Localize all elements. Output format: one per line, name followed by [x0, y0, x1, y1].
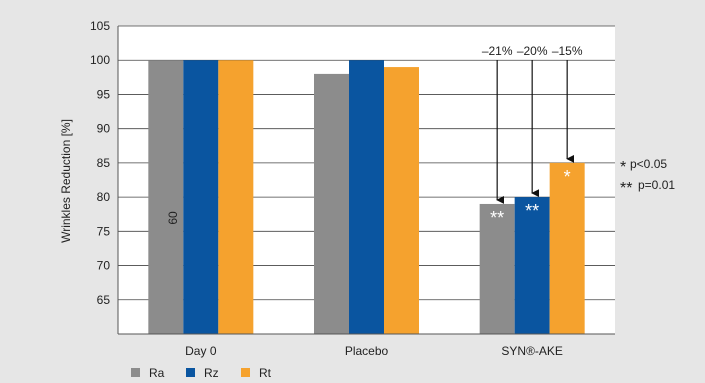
bars: ** ***	[148, 60, 585, 335]
significance-text: p<0.05	[630, 157, 667, 171]
bar	[549, 162, 585, 334]
bar	[479, 203, 515, 334]
x-tick-label: Placebo	[345, 344, 389, 358]
bar	[514, 197, 550, 334]
y-tick-label: 80	[97, 190, 111, 204]
y-tick-label: 105	[90, 19, 110, 33]
legend: Ra Rz Rt	[131, 366, 272, 380]
legend-label: Ra	[149, 366, 165, 380]
significance-symbol: **	[620, 180, 632, 197]
x-tick-label: Day 0	[185, 344, 217, 358]
reduction-label: –21%	[482, 44, 513, 58]
y-axis-label: Wrinkles Reduction [%]	[59, 119, 73, 243]
legend-swatch	[186, 368, 195, 377]
y-tick-label: 70	[97, 259, 111, 273]
significance-legend: * p<0.05 ** p=0.01	[620, 157, 675, 197]
legend-swatch	[131, 368, 140, 377]
significance-text: p=0.01	[638, 178, 675, 192]
y-tick-label: 95	[97, 87, 111, 101]
bar-significance-mark: **	[490, 208, 504, 228]
bar	[218, 60, 254, 334]
y-tick-label: 75	[97, 224, 111, 238]
legend-label: Rz	[204, 366, 219, 380]
significance-symbol: *	[620, 159, 626, 176]
y-tick-label: 65	[97, 293, 111, 307]
y-tick-label: 85	[97, 156, 111, 170]
axes	[117, 26, 615, 335]
legend-label: Rt	[259, 366, 272, 380]
bar-significance-mark: *	[564, 167, 571, 187]
bar	[148, 60, 184, 334]
reduction-label: –15%	[552, 44, 583, 58]
reduction-annotations: –21% –20% –15%	[482, 44, 583, 204]
legend-swatch	[241, 368, 250, 377]
bar	[384, 67, 419, 335]
stray-tick-label: 60	[166, 211, 180, 225]
bar	[183, 60, 219, 334]
y-tick-label: 100	[90, 53, 110, 67]
bar	[349, 60, 384, 334]
x-tick-label: SYN®-AKE	[501, 344, 563, 358]
reduction-label: –20%	[517, 44, 548, 58]
y-tick-label: 90	[97, 122, 111, 136]
bar	[314, 73, 349, 335]
x-tick-labels: Day 0 Placebo SYN®-AKE	[185, 344, 563, 358]
y-tick-labels: 65 70 75 80 85 90 95 100 105	[90, 19, 110, 307]
bar-significance-mark: **	[525, 201, 539, 221]
